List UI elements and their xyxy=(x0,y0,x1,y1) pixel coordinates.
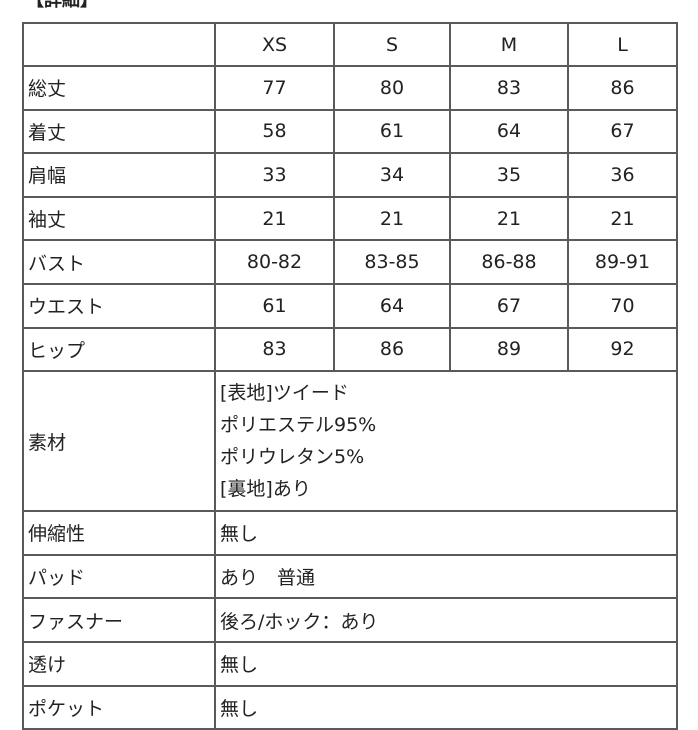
size-header: L xyxy=(567,22,678,67)
row-label: ウエスト xyxy=(22,282,216,329)
measure-row: 着丈 58 61 64 67 xyxy=(22,108,678,155)
measure-value: 86 xyxy=(333,326,451,373)
row-label: 伸縮性 xyxy=(22,510,216,556)
measure-value: 64 xyxy=(333,282,451,329)
row-label: ヒップ xyxy=(22,326,216,373)
material-value: [表地]ツイードポリエステル95% ポリウレタン5% [裏地]あり xyxy=(214,370,678,513)
size-header: M xyxy=(449,22,569,67)
measure-value: 83 xyxy=(449,65,569,111)
material-line: ポリエステル95% xyxy=(220,414,377,437)
measure-value: 21 xyxy=(449,195,569,242)
size-header: S xyxy=(333,22,451,67)
row-label: パッド xyxy=(22,553,216,600)
measure-value: 77 xyxy=(214,65,335,111)
measure-value: 21 xyxy=(333,195,451,242)
measure-value: 61 xyxy=(214,282,335,329)
info-value: 無し xyxy=(214,510,678,556)
row-label: 着丈 xyxy=(22,108,216,155)
info-row: ファスナー 後ろ/ホック：あり xyxy=(22,597,678,643)
row-label: 素材 xyxy=(22,370,216,513)
measure-value: 86 xyxy=(567,65,678,111)
measure-value: 35 xyxy=(449,152,569,198)
row-label: 透け xyxy=(22,640,216,687)
measure-row: 総丈 77 80 83 86 xyxy=(22,65,678,111)
measure-value: 86-88 xyxy=(449,239,569,285)
material-line: [裏地]あり xyxy=(220,478,311,501)
measure-row: 袖丈 21 21 21 21 xyxy=(22,195,678,242)
info-row: パッド あり 普通 xyxy=(22,553,678,600)
info-value: あり 普通 xyxy=(214,553,678,600)
info-row: 透け 無し xyxy=(22,640,678,687)
info-row: ポケット 無し xyxy=(22,684,678,730)
row-label: 袖丈 xyxy=(22,195,216,242)
row-label: バスト xyxy=(22,239,216,285)
header-empty-cell xyxy=(22,22,216,67)
header-row: XS S M L xyxy=(22,22,678,67)
measure-value: 33 xyxy=(214,152,335,198)
material-line: [表地]ツイード xyxy=(220,382,349,405)
measure-value: 89-91 xyxy=(567,239,678,285)
measure-row: ウエスト 61 64 67 70 xyxy=(22,282,678,329)
row-label: ファスナー xyxy=(22,597,216,643)
row-label: ポケット xyxy=(22,684,216,730)
measure-value: 89 xyxy=(449,326,569,373)
measure-value: 70 xyxy=(567,282,678,329)
measure-value: 21 xyxy=(567,195,678,242)
measure-value: 80-82 xyxy=(214,239,335,285)
info-value: 無し xyxy=(214,640,678,687)
size-header: XS xyxy=(214,22,335,67)
measure-value: 36 xyxy=(567,152,678,198)
measure-row: 肩幅 33 34 35 36 xyxy=(22,152,678,198)
measure-row: バスト 80-82 83-85 86-88 89-91 xyxy=(22,239,678,285)
size-table: XS S M L 総丈 77 80 83 86 着丈 58 61 64 67 肩幅 33 34 35 36 袖… xyxy=(22,22,678,730)
row-label: 肩幅 xyxy=(22,152,216,198)
measure-value: 67 xyxy=(449,282,569,329)
measure-value: 58 xyxy=(214,108,335,155)
section-title: 【詳細】 xyxy=(26,0,98,11)
info-value: 無し xyxy=(214,684,678,730)
info-row: 伸縮性 無し xyxy=(22,510,678,556)
material-row: 素材 [表地]ツイードポリエステル95% ポリウレタン5% [裏地]あり xyxy=(22,370,678,513)
measure-value: 67 xyxy=(567,108,678,155)
row-label: 総丈 xyxy=(22,65,216,111)
info-value: 後ろ/ホック：あり xyxy=(214,597,678,643)
measure-row: ヒップ 83 86 89 92 xyxy=(22,326,678,373)
measure-value: 83 xyxy=(214,326,335,373)
material-line: ポリウレタン5% xyxy=(220,446,365,469)
measure-value: 83-85 xyxy=(333,239,451,285)
measure-value: 92 xyxy=(567,326,678,373)
measure-value: 80 xyxy=(333,65,451,111)
measure-value: 34 xyxy=(333,152,451,198)
measure-value: 21 xyxy=(214,195,335,242)
measure-value: 61 xyxy=(333,108,451,155)
measure-value: 64 xyxy=(449,108,569,155)
